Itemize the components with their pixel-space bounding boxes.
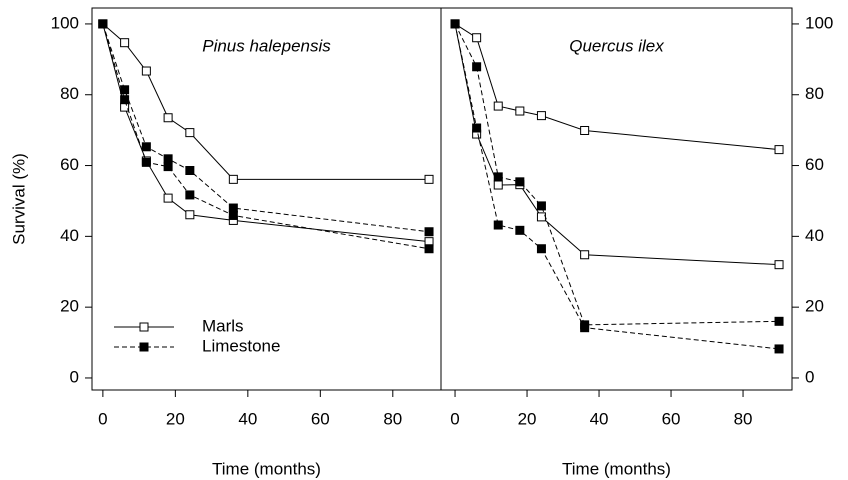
- marker: [163, 162, 173, 172]
- y-axis-label: Survival (%): [9, 153, 28, 245]
- marker: [536, 111, 546, 121]
- x-tick-label: 60: [662, 409, 681, 428]
- marker: [185, 210, 195, 220]
- series-line: [102, 23, 430, 250]
- y-tick-label: 100: [51, 13, 79, 32]
- marker: [580, 323, 590, 333]
- marker: [141, 66, 151, 76]
- plot-frame: [440, 7, 793, 391]
- x-tick-label: 80: [383, 409, 402, 428]
- y-tick-label: 80: [805, 84, 824, 103]
- series-line: [454, 23, 780, 326]
- marker: [120, 102, 130, 112]
- marker: [493, 172, 503, 182]
- y-tick-label: 20: [805, 297, 824, 316]
- legend-label: Limestone: [202, 336, 280, 355]
- legend-marker: [139, 322, 149, 332]
- marker: [450, 19, 460, 29]
- marker: [515, 177, 525, 187]
- marker: [515, 106, 525, 116]
- x-tick-label: 0: [98, 409, 107, 428]
- marker: [228, 174, 238, 184]
- marker: [120, 38, 130, 48]
- marker: [228, 203, 238, 213]
- series-line: [102, 23, 430, 243]
- marker: [163, 193, 173, 203]
- marker: [580, 250, 590, 260]
- marker: [472, 62, 482, 72]
- plot-frame: [91, 7, 442, 391]
- marker: [163, 113, 173, 123]
- marker: [120, 95, 130, 105]
- marker: [774, 260, 784, 270]
- y-tick-label: 0: [70, 367, 79, 386]
- y-tick-label: 40: [805, 226, 824, 245]
- marker: [515, 225, 525, 235]
- marker: [580, 125, 590, 135]
- marker: [774, 344, 784, 354]
- legend-label: Marls: [202, 316, 244, 335]
- series-line: [454, 23, 780, 266]
- y-tick-label: 100: [805, 13, 833, 32]
- marker: [472, 33, 482, 43]
- x-tick-label: 40: [590, 409, 609, 428]
- marker: [774, 145, 784, 155]
- series-line: [454, 23, 780, 350]
- marker: [185, 190, 195, 200]
- marker: [141, 142, 151, 152]
- marker: [493, 180, 503, 190]
- marker: [536, 244, 546, 254]
- x-tick-label: 60: [311, 409, 330, 428]
- marker: [472, 123, 482, 133]
- x-axis-label: Time (months): [562, 459, 671, 478]
- marker: [424, 227, 434, 237]
- panel-title: Pinus halepensis: [202, 36, 331, 55]
- x-tick-label: 80: [734, 409, 753, 428]
- legend-marker: [139, 342, 149, 352]
- marker: [228, 210, 238, 220]
- marker: [163, 154, 173, 164]
- x-tick-label: 40: [238, 409, 257, 428]
- y-tick-label: 0: [805, 367, 814, 386]
- marker: [424, 174, 434, 184]
- x-tick-label: 20: [518, 409, 537, 428]
- marker: [185, 166, 195, 176]
- marker: [493, 220, 503, 230]
- x-axis-label: Time (months): [212, 459, 321, 478]
- y-tick-label: 40: [60, 226, 79, 245]
- panel-title: Quercus ilex: [569, 36, 664, 55]
- marker: [120, 85, 130, 95]
- marker: [493, 101, 503, 111]
- marker: [141, 157, 151, 167]
- marker: [185, 128, 195, 138]
- y-tick-label: 80: [60, 84, 79, 103]
- marker: [424, 244, 434, 254]
- x-tick-label: 20: [166, 409, 185, 428]
- y-tick-label: 60: [60, 155, 79, 174]
- marker: [774, 316, 784, 326]
- x-tick-label: 0: [450, 409, 459, 428]
- marker: [536, 212, 546, 222]
- y-tick-label: 20: [60, 297, 79, 316]
- marker: [536, 201, 546, 211]
- y-tick-label: 60: [805, 155, 824, 174]
- marker: [98, 19, 108, 29]
